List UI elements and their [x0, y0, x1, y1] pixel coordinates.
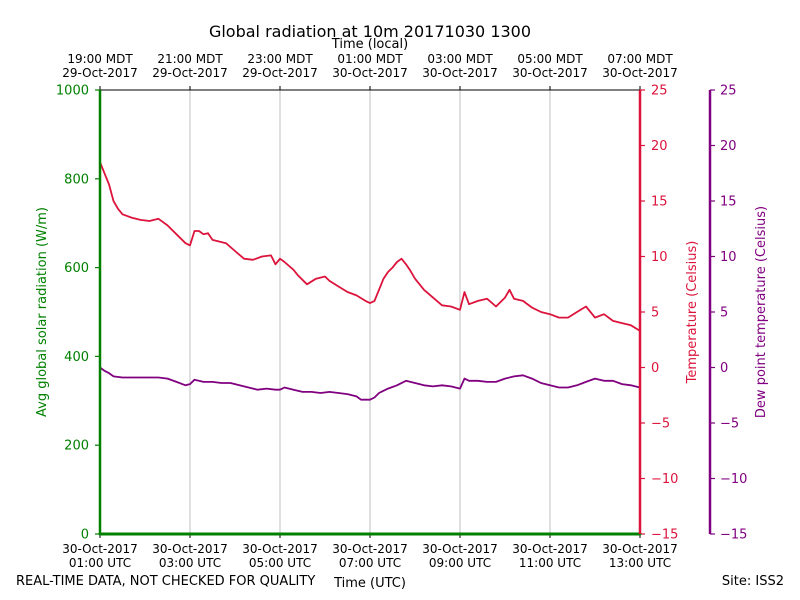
top-tick-label: 30-Oct-2017 — [602, 66, 678, 80]
left-axis-tick-label: 400 — [64, 350, 89, 365]
dewpoint-axis-tick-label: 20 — [720, 139, 737, 154]
left-axis-label: Avg global solar radiation (W/m) — [35, 207, 50, 417]
temperature-line — [99, 161, 641, 332]
temperature-axis-tick-label: 5 — [651, 306, 659, 321]
top-tick-label: 03:00 MDT — [427, 52, 493, 66]
temperature-axis-tick-label: 20 — [651, 139, 668, 154]
dewpoint-axis-tick-label: 25 — [720, 84, 737, 99]
top-tick-label: 07:00 MDT — [607, 52, 673, 66]
top-tick-label: 19:00 MDT — [67, 52, 133, 66]
top-axis-label: Time (local) — [331, 37, 408, 52]
temperature-axis-ticks: −15 −10 −5 0 5 10 15 20 25 — [640, 84, 678, 543]
bottom-tick-label: 30-Oct-2017 — [152, 542, 228, 556]
left-axis-tick-label: 600 — [64, 261, 89, 276]
dewpoint-axis-tick-label: 5 — [720, 306, 728, 321]
top-tick-label: 30-Oct-2017 — [422, 66, 498, 80]
top-tick-label: 01:00 MDT — [337, 52, 403, 66]
temperature-axis-tick-label: 25 — [651, 84, 668, 99]
top-tick-label: 05:00 MDT — [517, 52, 583, 66]
bottom-tick-label: 30-Oct-2017 — [332, 542, 408, 556]
dewpoint-axis-tick-label: 0 — [720, 361, 728, 376]
dewpoint-axis-tick-label: 15 — [720, 195, 737, 210]
top-tick-label: 30-Oct-2017 — [332, 66, 408, 80]
temperature-axis-tick-label: 10 — [651, 250, 668, 265]
bottom-tick-label: 30-Oct-2017 — [62, 542, 138, 556]
bottom-tick-label: 09:00 UTC — [429, 556, 491, 570]
left-axis-tick-label: 200 — [64, 439, 89, 454]
bottom-tick-label: 30-Oct-2017 — [422, 542, 498, 556]
left-axis-tick-label: 1000 — [56, 84, 89, 99]
temperature-axis-tick-label: 0 — [651, 361, 659, 376]
bottom-tick-label: 03:00 UTC — [159, 556, 221, 570]
temperature-axis-tick-label: −15 — [651, 528, 678, 543]
dewpoint-axis-ticks: −15 −10 −5 0 5 10 15 20 25 — [710, 84, 747, 543]
dewpoint-axis-tick-label: −10 — [720, 472, 747, 487]
temperature-axis-label: Temperature (Celsius) — [685, 241, 700, 385]
dew-point-temperature-line — [99, 366, 641, 401]
top-tick-label: 30-Oct-2017 — [512, 66, 588, 80]
temperature-axis-tick-label: 15 — [651, 195, 668, 210]
quality-disclaimer: REAL-TIME DATA, NOT CHECKED FOR QUALITY — [16, 574, 316, 589]
chart-title: Global radiation at 10m 20171030 1300 — [209, 22, 531, 41]
temperature-axis-tick-label: −5 — [651, 417, 670, 432]
temperature-axis-tick-label: −10 — [651, 472, 678, 487]
bottom-tick-label: 30-Oct-2017 — [602, 542, 678, 556]
series-layer — [98, 161, 642, 536]
top-tick-label: 29-Oct-2017 — [152, 66, 228, 80]
left-axis-ticks: 0 200 400 600 800 1000 — [56, 84, 100, 543]
dewpoint-axis-tick-label: −15 — [720, 528, 747, 543]
bottom-tick-label: 01:00 UTC — [69, 556, 131, 570]
left-axis-tick-label: 800 — [64, 172, 89, 187]
top-tick-label: 21:00 MDT — [157, 52, 223, 66]
bottom-tick-label: 30-Oct-2017 — [512, 542, 588, 556]
bottom-tick-label: 07:00 UTC — [339, 556, 401, 570]
bottom-tick-label: 30-Oct-2017 — [242, 542, 318, 556]
bottom-tick-label: 13:00 UTC — [609, 556, 671, 570]
gridlines — [189, 90, 551, 534]
dewpoint-axis-tick-label: −5 — [720, 417, 739, 432]
top-tick-label: 23:00 MDT — [247, 52, 313, 66]
left-axis-tick-label: 0 — [81, 528, 89, 543]
bottom-tick-label: 11:00 UTC — [519, 556, 581, 570]
bottom-axis-label: Time (UTC) — [333, 576, 406, 591]
top-tick-label: 29-Oct-2017 — [62, 66, 138, 80]
dewpoint-axis-label: Dew point temperature (Celsius) — [754, 206, 769, 418]
top-tick-label: 29-Oct-2017 — [242, 66, 318, 80]
bottom-tick-label: 05:00 UTC — [249, 556, 311, 570]
dewpoint-axis-tick-label: 10 — [720, 250, 737, 265]
site-label: Site: ISS2 — [721, 574, 784, 589]
